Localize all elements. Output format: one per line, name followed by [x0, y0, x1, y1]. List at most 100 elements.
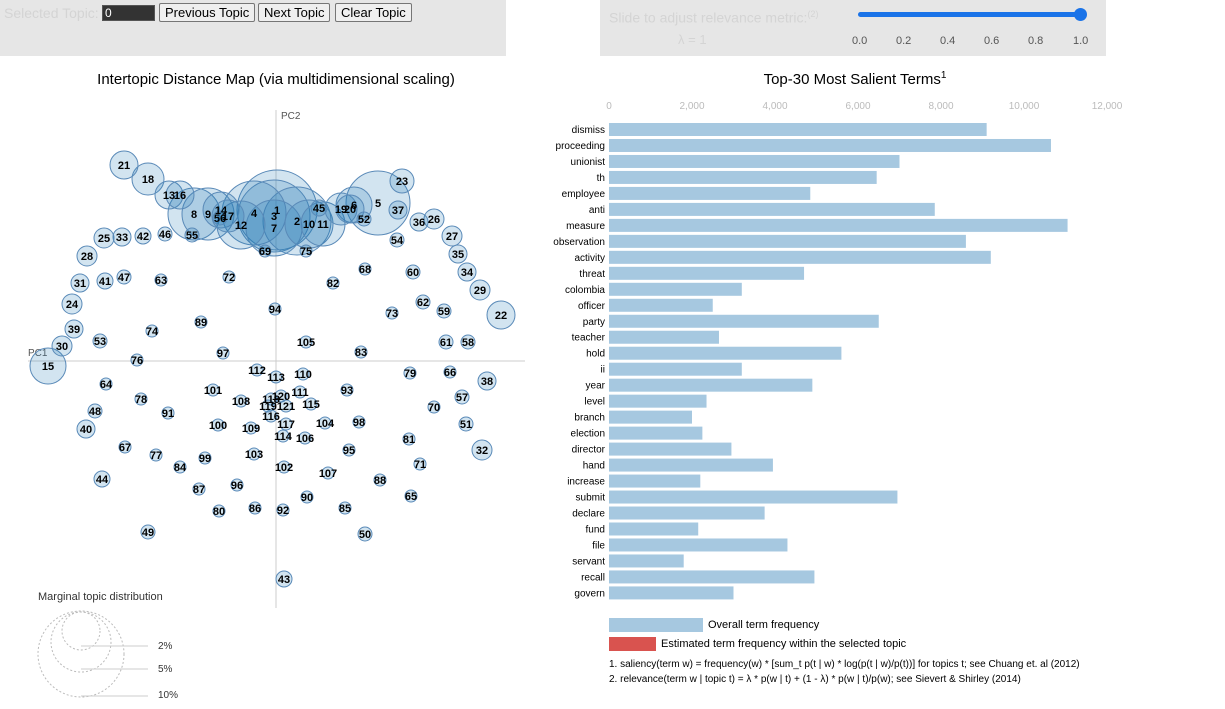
topic-circle[interactable] — [29, 347, 67, 385]
topic-circle[interactable] — [441, 225, 463, 247]
topic-circle[interactable] — [389, 168, 415, 194]
topic-circle[interactable] — [247, 447, 261, 461]
topic-circle[interactable] — [70, 273, 90, 293]
topic-circle[interactable] — [118, 440, 132, 454]
term-label[interactable]: ii — [601, 365, 605, 376]
topic-circle[interactable] — [469, 279, 491, 301]
term-bar[interactable] — [609, 298, 713, 312]
term-bar[interactable] — [609, 442, 732, 456]
topic-circle[interactable] — [134, 227, 152, 245]
term-label[interactable]: hand — [583, 461, 605, 472]
topic-circle[interactable] — [457, 262, 477, 282]
topic-circle[interactable] — [284, 199, 334, 249]
topic-circle[interactable] — [275, 570, 293, 588]
topic-circle[interactable] — [206, 383, 220, 397]
topic-circle[interactable] — [230, 478, 244, 492]
term-bar[interactable] — [609, 554, 684, 568]
topic-circle[interactable] — [181, 187, 235, 241]
term-bar[interactable] — [609, 282, 742, 296]
term-bar[interactable] — [609, 458, 773, 472]
topic-circle[interactable] — [134, 392, 148, 406]
topic-circle[interactable] — [268, 302, 282, 316]
topic-circle[interactable] — [356, 211, 372, 227]
term-bar[interactable] — [609, 394, 707, 408]
term-label[interactable]: branch — [574, 413, 605, 424]
topic-circle[interactable] — [352, 415, 366, 429]
term-label[interactable]: director — [572, 445, 606, 456]
topic-circle[interactable] — [436, 303, 452, 319]
term-label[interactable]: dismiss — [572, 125, 605, 136]
term-bar[interactable] — [609, 202, 935, 216]
topic-circle[interactable] — [299, 244, 313, 258]
topic-circle[interactable] — [212, 210, 228, 226]
topic-circle[interactable] — [299, 335, 313, 349]
term-bar[interactable] — [609, 426, 703, 440]
topic-circle[interactable] — [244, 421, 258, 435]
term-bar[interactable] — [609, 474, 701, 488]
term-label[interactable]: th — [597, 173, 605, 184]
topic-circle[interactable] — [345, 170, 411, 236]
topic-circle[interactable] — [76, 419, 96, 439]
term-bar[interactable] — [609, 218, 1068, 232]
topic-circle[interactable] — [458, 416, 474, 432]
topic-circle[interactable] — [212, 504, 226, 518]
topic-circle[interactable] — [149, 448, 163, 462]
term-label[interactable]: govern — [574, 588, 605, 599]
topic-circle[interactable] — [388, 200, 408, 220]
topic-circle[interactable] — [354, 345, 368, 359]
topic-circle[interactable] — [222, 270, 236, 284]
term-label[interactable]: level — [584, 397, 605, 408]
topic-circle[interactable] — [298, 431, 312, 445]
topic-circle[interactable] — [385, 306, 399, 320]
topic-circle[interactable] — [342, 443, 356, 457]
topic-circle[interactable] — [109, 150, 139, 180]
topic-circle[interactable] — [61, 293, 83, 315]
next-topic-button[interactable]: Next Topic — [258, 3, 331, 22]
topic-circle[interactable] — [116, 269, 132, 285]
term-label[interactable]: threat — [579, 269, 605, 280]
relevance-slider-track[interactable] — [858, 12, 1082, 17]
term-label[interactable]: unionist — [571, 157, 606, 168]
topic-circle[interactable] — [216, 346, 230, 360]
topic-circle[interactable] — [409, 212, 429, 232]
term-label[interactable]: declare — [572, 509, 605, 520]
topic-circle[interactable] — [154, 180, 184, 210]
topic-circle[interactable] — [250, 363, 264, 377]
term-label[interactable]: teacher — [572, 333, 606, 344]
topic-circle[interactable] — [415, 294, 431, 310]
topic-circles[interactable] — [29, 150, 516, 588]
topic-circle[interactable] — [310, 199, 328, 217]
clear-topic-button[interactable]: Clear Topic — [335, 3, 412, 22]
term-bar[interactable] — [609, 378, 813, 392]
topic-circle[interactable] — [173, 460, 187, 474]
topic-circle[interactable] — [448, 244, 468, 264]
term-bar[interactable] — [609, 170, 877, 184]
previous-topic-button[interactable]: Previous Topic — [159, 3, 256, 22]
term-label[interactable]: year — [586, 381, 606, 392]
topic-circle[interactable] — [296, 367, 310, 381]
term-bar[interactable] — [609, 570, 815, 584]
topic-circle[interactable] — [93, 227, 115, 249]
topic-circle[interactable] — [87, 403, 103, 419]
topic-circle[interactable] — [405, 264, 421, 280]
term-label[interactable]: election — [571, 429, 605, 440]
topic-circle[interactable] — [234, 394, 248, 408]
topic-circle[interactable] — [264, 409, 278, 423]
term-label[interactable]: anti — [589, 205, 605, 216]
term-label[interactable]: activity — [574, 253, 605, 264]
term-label[interactable]: party — [583, 317, 605, 328]
term-bar[interactable] — [609, 186, 811, 200]
term-bar[interactable] — [609, 330, 719, 344]
topic-circle[interactable] — [93, 470, 111, 488]
topic-circle[interactable] — [402, 432, 416, 446]
relevance-slider-handle[interactable] — [1074, 8, 1087, 21]
topic-circle[interactable] — [269, 370, 283, 384]
topic-circle[interactable] — [161, 406, 175, 420]
term-label[interactable]: increase — [567, 477, 605, 488]
term-bar[interactable] — [609, 522, 699, 536]
term-label[interactable]: file — [592, 540, 605, 551]
term-label[interactable]: colombia — [565, 285, 605, 296]
term-bar[interactable] — [609, 314, 879, 328]
term-bar[interactable] — [609, 234, 966, 248]
term-bar[interactable] — [609, 250, 991, 264]
